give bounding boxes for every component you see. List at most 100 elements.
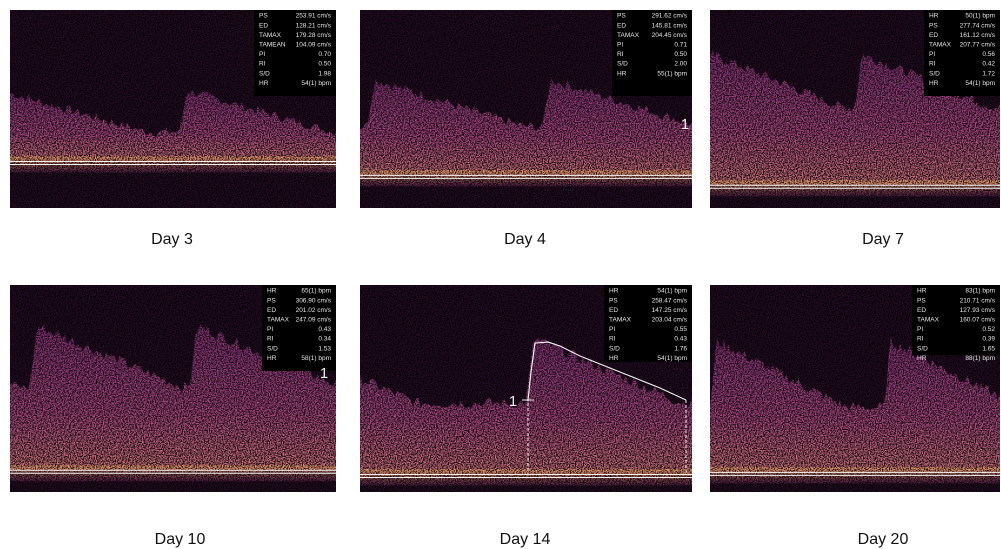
- measurement-value: 0.56: [982, 51, 995, 58]
- measurement-value: 0.70: [318, 51, 331, 58]
- measurement-label: TAMEAN: [259, 42, 286, 49]
- measurement-value: 291.62 cm/s: [652, 13, 688, 20]
- measurement-label: PS: [617, 13, 626, 20]
- measurement-label: PS: [259, 13, 268, 20]
- measurement-value: 50(1) bpm: [965, 13, 995, 20]
- measurement-value: 0.43: [318, 326, 331, 333]
- measurement-label: HR: [917, 288, 927, 295]
- measurement-label: S/D: [267, 345, 278, 352]
- measurement-label: S/D: [929, 70, 940, 77]
- measurement-label: S/D: [617, 61, 628, 68]
- measurement-value: 247.09 cm/s: [296, 317, 332, 324]
- measurement-value: 1.98: [318, 70, 331, 77]
- measurement-label: TAMAX: [617, 32, 640, 39]
- measurement-label: S/D: [917, 345, 928, 352]
- measurement-label: HR: [267, 355, 277, 362]
- doppler-panel: HR 83(1) bpm PS 210.71 cm/s ED 127.93 cm/s TAM…: [710, 285, 1000, 492]
- measurement-label: ED: [259, 22, 268, 29]
- measurement-label: ED: [267, 307, 276, 314]
- measurement-label: HR: [267, 288, 277, 295]
- measurement-label: ED: [609, 307, 618, 314]
- measurement-box: [262, 285, 336, 371]
- cursor-marker: 1: [681, 116, 689, 133]
- measurement-value: 161.12 cm/s: [960, 32, 996, 39]
- measurement-value: 253.91 cm/s: [296, 13, 332, 20]
- measurement-value: 306.90 cm/s: [296, 297, 332, 304]
- measurement-value: 54(1) bpm: [965, 80, 995, 87]
- measurement-label: PI: [609, 326, 615, 333]
- measurement-value: 55(1) bpm: [657, 70, 687, 77]
- measurement-value: 0.42: [982, 61, 995, 68]
- measurement-label: PI: [617, 42, 623, 49]
- measurement-value: 65(1) bpm: [301, 288, 331, 295]
- measurement-label: PI: [929, 51, 935, 58]
- measurement-label: HR: [929, 13, 939, 20]
- spectral-waveform-core: [710, 336, 1000, 474]
- panel-caption: Day 3: [151, 231, 193, 248]
- measurement-label: PI: [267, 326, 273, 333]
- spectral-waveform-core: [360, 338, 692, 476]
- panel-caption: Day 7: [862, 231, 904, 248]
- doppler-panel: HR 65(1) bpm PS 306.90 cm/s ED 201.02 cm/s TAM…: [10, 285, 336, 492]
- measurement-label: RI: [259, 61, 266, 68]
- measurement-value: 127.93 cm/s: [960, 307, 996, 314]
- measurement-value: 104.09 cm/s: [296, 42, 332, 49]
- measurement-value: 258.47 cm/s: [652, 297, 688, 304]
- measurement-value: 160.07 cm/s: [960, 317, 996, 324]
- measurement-value: 54(1) bpm: [657, 288, 687, 295]
- measurement-label: PI: [259, 51, 265, 58]
- measurement-label: PS: [609, 297, 618, 304]
- measurement-label: TAMAX: [929, 42, 952, 49]
- measurement-value: 1.76: [674, 345, 687, 352]
- measurement-value: 277.74 cm/s: [960, 22, 996, 29]
- measurement-value: 0.50: [674, 51, 687, 58]
- spectral-waveform-core: [360, 78, 692, 177]
- measurement-label: S/D: [609, 345, 620, 352]
- measurement-label: RI: [917, 336, 924, 343]
- measurement-label: HR: [917, 355, 927, 362]
- panel-caption: Day 4: [504, 231, 546, 248]
- velocity-trace: [527, 341, 687, 401]
- measurement-label: HR: [609, 355, 619, 362]
- measurement-label: RI: [617, 51, 624, 58]
- measurement-value: 0.43: [674, 336, 687, 343]
- measurement-box: [612, 10, 692, 96]
- measurement-value: 54(1) bpm: [301, 80, 331, 87]
- measurement-label: RI: [609, 336, 616, 343]
- measurement-value: 1.72: [982, 70, 995, 77]
- measurement-box: [912, 285, 1000, 355]
- measurement-box: [254, 10, 336, 96]
- measurement-label: HR: [929, 80, 939, 87]
- measurement-label: HR: [259, 80, 269, 87]
- measurement-label: ED: [617, 22, 626, 29]
- measurement-value: 1.65: [982, 345, 995, 352]
- measurement-label: PI: [917, 326, 923, 333]
- measurement-value: 207.77 cm/s: [960, 42, 996, 49]
- panel-caption: Day 10: [155, 531, 206, 548]
- measurement-value: 0.52: [982, 326, 995, 333]
- measurement-value: 145.81 cm/s: [652, 22, 688, 29]
- doppler-panel: PS 253.91 cm/s ED 128.21 cm/s TAMAX 179.28 cm…: [10, 10, 336, 208]
- measurement-value: 83(1) bpm: [965, 288, 995, 295]
- measurement-label: PS: [929, 22, 938, 29]
- cursor-marker: 1: [509, 393, 517, 410]
- measurement-label: RI: [929, 61, 936, 68]
- measurement-label: PS: [917, 297, 926, 304]
- measurement-box: [604, 285, 692, 362]
- measurement-value: 179.28 cm/s: [296, 32, 332, 39]
- measurement-value: 0.34: [318, 336, 331, 343]
- panel-caption: Day 14: [500, 531, 551, 548]
- measurement-value: 2.00: [674, 61, 687, 68]
- measurement-label: TAMAX: [259, 32, 282, 39]
- measurement-value: 0.71: [674, 42, 687, 49]
- measurement-label: TAMAX: [917, 317, 940, 324]
- measurement-value: 0.39: [982, 336, 995, 343]
- cursor-marker: 1: [320, 365, 328, 382]
- measurement-value: 147.25 cm/s: [652, 307, 688, 314]
- measurement-value: 88(1) bpm: [965, 355, 995, 362]
- doppler-panel: PS 291.62 cm/s ED 145.81 cm/s TAMAX 204.45 cm…: [360, 10, 692, 208]
- measurement-label: HR: [609, 288, 619, 295]
- measurement-label: ED: [917, 307, 926, 314]
- measurement-value: 201.02 cm/s: [296, 307, 332, 314]
